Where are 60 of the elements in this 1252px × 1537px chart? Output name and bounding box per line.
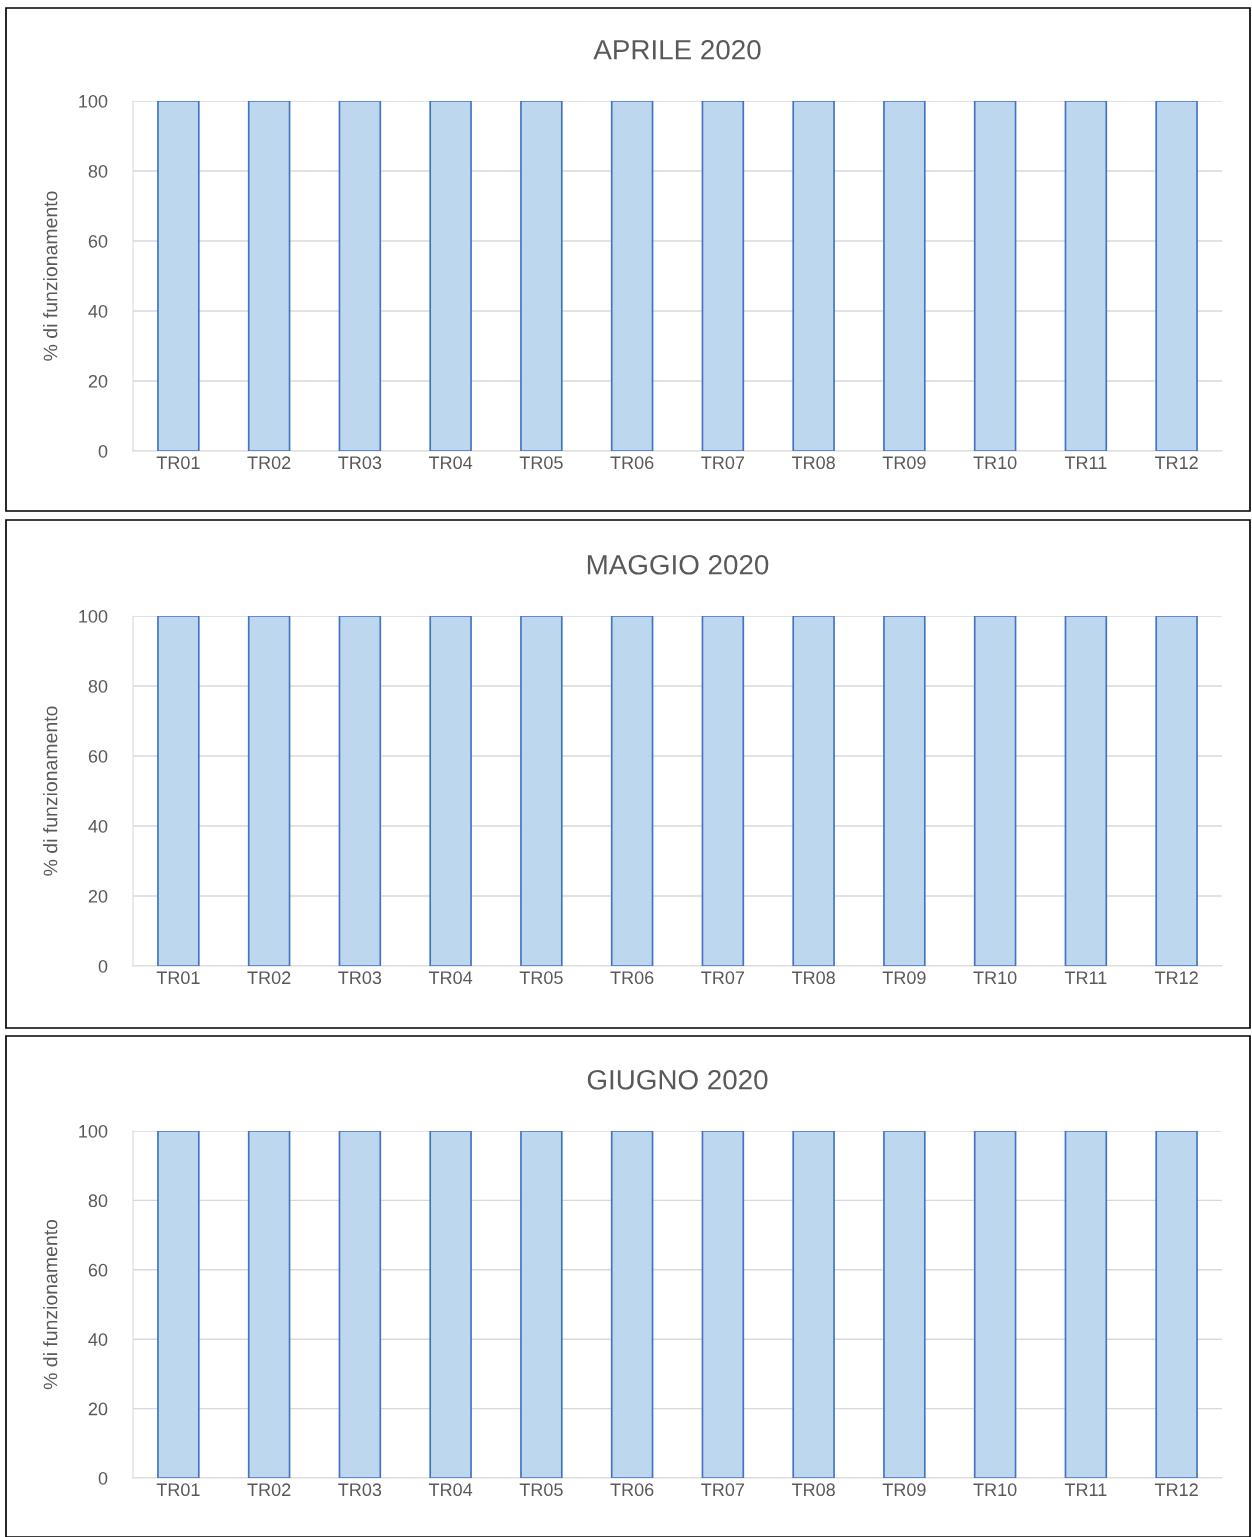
y-tick-label: 0 <box>98 444 108 458</box>
x-tick-label: TR06 <box>610 1483 654 1497</box>
x-tick-label: TR09 <box>882 971 926 985</box>
x-tick-label: TR08 <box>791 456 835 470</box>
x-tick-label: TR06 <box>610 456 654 470</box>
y-axis-title: % di funzionamento <box>43 1219 58 1390</box>
x-tick-label: TR11 <box>1064 456 1107 469</box>
x-tick-label: TR08 <box>791 1483 835 1497</box>
x-tick-label: TR10 <box>973 456 1017 470</box>
y-tick-label: 40 <box>88 304 108 318</box>
y-tick-label: 100 <box>79 1124 108 1138</box>
x-tick-label: TR04 <box>428 1483 473 1497</box>
x-tick-label: TR01 <box>156 1483 200 1497</box>
y-tick-label: 20 <box>88 889 108 903</box>
x-tick-label: TR02 <box>247 971 291 985</box>
x-tick-label: TR12 <box>1154 1483 1198 1496</box>
x-tick-label: TR06 <box>610 971 654 985</box>
x-tick-label: TR02 <box>247 1483 291 1497</box>
y-tick-label: 100 <box>79 609 108 623</box>
y-tick-label: 0 <box>98 1471 108 1485</box>
y-tick-label: 40 <box>88 1333 108 1346</box>
x-tick-label: TR12 <box>1154 971 1198 984</box>
x-tick-label: TR05 <box>519 1483 563 1497</box>
y-tick-label: 60 <box>88 1263 108 1277</box>
x-tick-label: TR01 <box>156 971 200 985</box>
x-tick-label: TR11 <box>1064 971 1107 984</box>
x-tick-label: TR03 <box>338 1483 382 1497</box>
y-tick-label: 0 <box>98 959 108 973</box>
x-tick-label: TR09 <box>882 1483 926 1497</box>
x-tick-label: TR04 <box>428 971 473 985</box>
x-tick-label: TR07 <box>701 1483 745 1497</box>
chart-title: GIUGNO 2020 <box>587 1069 768 1090</box>
y-tick-label: 60 <box>88 234 108 248</box>
x-tick-label: TR07 <box>701 456 745 470</box>
y-tick-label: 80 <box>88 1194 108 1208</box>
x-tick-label: TR03 <box>338 456 382 470</box>
y-tick-label: 20 <box>88 374 108 388</box>
y-tick-label: 20 <box>88 1402 108 1416</box>
y-tick-label: 40 <box>88 819 108 833</box>
x-tick-label: TR08 <box>791 971 835 985</box>
x-tick-label: TR09 <box>882 456 926 470</box>
x-tick-label: TR05 <box>519 456 563 470</box>
x-tick-label: TR05 <box>519 971 563 985</box>
x-tick-label: TR10 <box>973 971 1017 985</box>
x-tick-label: TR10 <box>973 1483 1017 1497</box>
chart-title: APRILE 2020 <box>593 39 761 60</box>
x-tick-label: TR07 <box>701 971 745 985</box>
y-tick-label: 60 <box>88 749 108 763</box>
x-tick-label: TR04 <box>428 456 473 470</box>
chart-title: MAGGIO 2020 <box>587 554 769 575</box>
x-tick-label: TR11 <box>1064 1483 1107 1496</box>
x-tick-label: TR12 <box>1154 456 1198 469</box>
x-tick-label: TR01 <box>156 456 200 470</box>
y-axis-title: % di funzionamento <box>43 706 58 876</box>
y-tick-label: 80 <box>88 164 108 178</box>
y-tick-label: 100 <box>79 94 108 108</box>
y-tick-label: 80 <box>88 679 108 693</box>
y-axis-title: % di funzionamento <box>43 191 58 361</box>
x-tick-label: TR03 <box>338 971 382 985</box>
x-tick-label: TR02 <box>247 456 291 470</box>
